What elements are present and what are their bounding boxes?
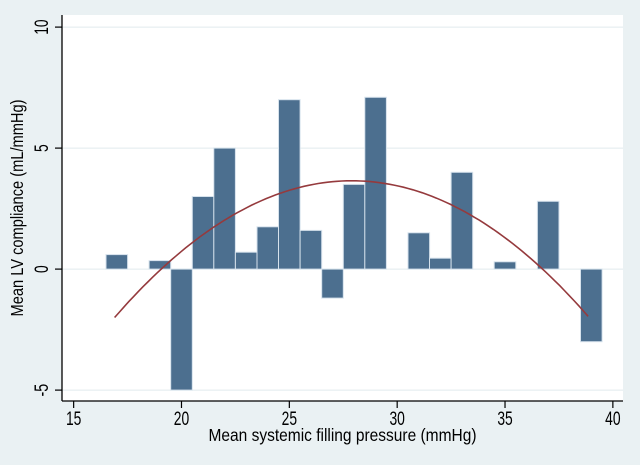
y-axis-title: Mean LV compliance (mL/mmHg) bbox=[7, 100, 27, 317]
histogram-bar-x31 bbox=[407, 232, 431, 270]
histogram-bar-x33 bbox=[450, 171, 474, 270]
histogram-bar-x32 bbox=[429, 257, 452, 270]
plot-area bbox=[62, 15, 623, 401]
histogram-bar-x25 bbox=[278, 99, 301, 270]
histogram-bar-x37 bbox=[536, 200, 560, 270]
x-tick-label-40: 40 bbox=[605, 409, 620, 430]
histogram-bar-x17 bbox=[105, 254, 129, 270]
histogram-bar-x26 bbox=[299, 229, 323, 270]
x-tick-label-25: 25 bbox=[282, 409, 297, 430]
x-tick-label-35: 35 bbox=[497, 409, 512, 430]
x-tick-label-20: 20 bbox=[174, 409, 189, 430]
histogram-bar-x23 bbox=[234, 251, 258, 270]
histogram-bar-x27 bbox=[321, 268, 344, 299]
histogram-bar-x39 bbox=[580, 268, 603, 343]
y-tick-label-0: 0 bbox=[32, 265, 53, 273]
histogram-bar-x28 bbox=[342, 183, 366, 270]
y-tick-label-10: 10 bbox=[32, 19, 53, 34]
x-tick-label-30: 30 bbox=[389, 409, 404, 430]
histogram-bar-x20 bbox=[170, 268, 193, 391]
histogram-bar-x19 bbox=[148, 260, 172, 270]
histogram-bar-x21 bbox=[191, 196, 215, 270]
x-tick-label-15: 15 bbox=[66, 409, 81, 430]
histogram-bar-x22 bbox=[213, 147, 236, 270]
y-tick-label--5: -5 bbox=[32, 384, 53, 397]
quadratic-fit-curve bbox=[114, 180, 589, 319]
histogram-bar-x24 bbox=[256, 226, 280, 270]
histogram-bar-x35 bbox=[493, 261, 517, 270]
y-tick-label-5: 5 bbox=[32, 144, 53, 152]
x-axis-title: Mean systemic filling pressure (mmHg) bbox=[209, 425, 477, 445]
